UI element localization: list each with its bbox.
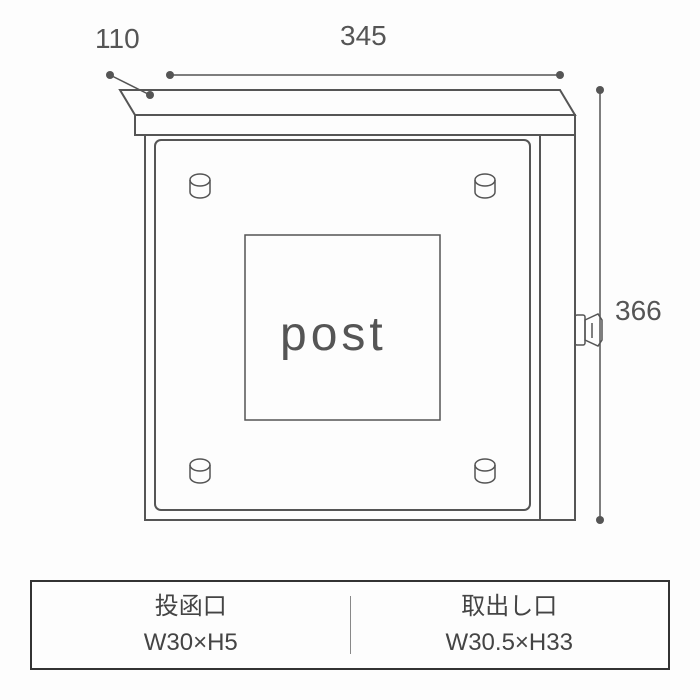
mailbox-diagram: 345 110 366 post bbox=[0, 0, 700, 570]
spec-right-title: 取出し口 bbox=[461, 589, 557, 625]
spec-cell-left: 投函口 W30×H5 bbox=[32, 582, 350, 668]
standoff-icon bbox=[190, 459, 210, 483]
dim-height: 366 bbox=[615, 295, 662, 326]
dim-depth: 110 bbox=[95, 23, 140, 54]
center-label: post bbox=[280, 308, 387, 361]
spec-left-title: 投函口 bbox=[155, 589, 227, 625]
standoff-icon bbox=[475, 174, 495, 198]
mailbox-body: post bbox=[120, 90, 602, 520]
spec-cell-right: 取出し口 W30.5×H33 bbox=[351, 582, 669, 668]
standoff-icon bbox=[475, 459, 495, 483]
spec-left-value: W30×H5 bbox=[144, 625, 238, 661]
spec-right-value: W30.5×H33 bbox=[446, 625, 573, 661]
standoff-icon bbox=[190, 174, 210, 198]
lock-knob-icon bbox=[575, 314, 602, 346]
dim-width: 345 bbox=[340, 20, 387, 51]
spec-table: 投函口 W30×H5 取出し口 W30.5×H33 bbox=[30, 580, 670, 670]
